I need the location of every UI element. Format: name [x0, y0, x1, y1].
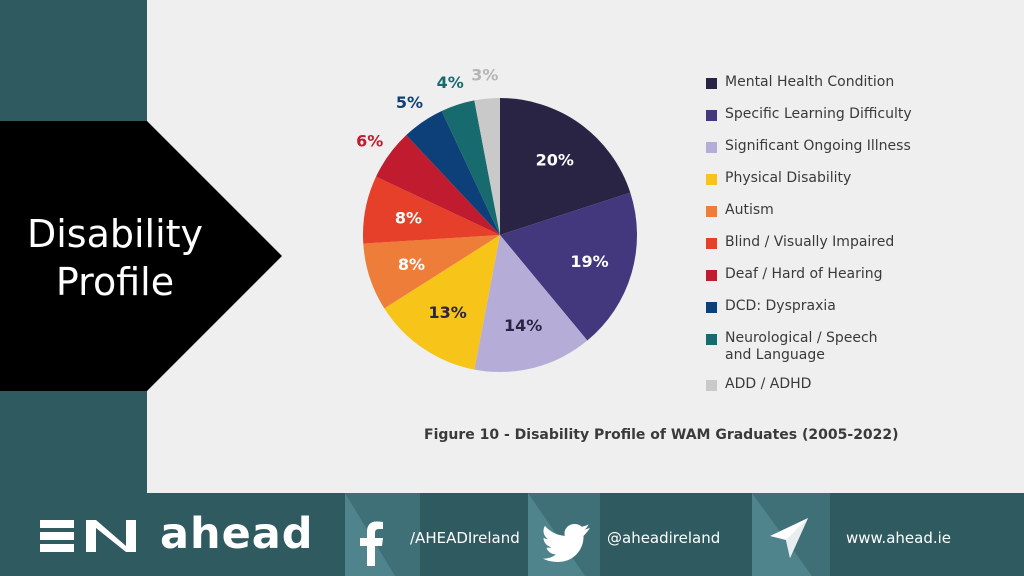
ahead-logo-mark-icon	[40, 520, 136, 552]
pie-slice-label: 8%	[395, 209, 422, 228]
legend-swatch	[706, 270, 717, 281]
pie-slice	[376, 135, 500, 235]
pie-slice	[474, 98, 500, 235]
legend-item: Specific Learning Difficulty	[706, 106, 912, 123]
legend-label: Autism	[725, 202, 774, 218]
brand-name: ahead	[160, 509, 314, 559]
legend-label: ADD / ADHD	[725, 376, 812, 392]
slide-title-line2: Profile	[55, 260, 175, 304]
legend-swatch	[706, 78, 717, 89]
pie-slice	[384, 235, 500, 370]
legend-swatch	[706, 206, 717, 217]
pie-slice-label: 13%	[428, 303, 466, 322]
pie-slice-label: 14%	[504, 316, 542, 335]
legend-label: Neurological / Speech and Language	[725, 330, 878, 363]
facebook-link[interactable]: /AHEADIreland	[410, 529, 520, 547]
figure-caption: Figure 10 - Disability Profile of WAM Gr…	[424, 427, 899, 443]
website-link[interactable]: www.ahead.ie	[846, 529, 951, 547]
legend-swatch	[706, 334, 717, 345]
slide-title-line1: Disability	[26, 212, 204, 256]
legend-label: Deaf / Hard of Hearing	[725, 266, 883, 282]
pie-slice-label: 6%	[356, 131, 383, 150]
legend-swatch	[706, 142, 717, 153]
pie-slice	[500, 192, 637, 341]
legend-label: Physical Disability	[725, 170, 852, 186]
pie-slice-label: 20%	[536, 151, 574, 170]
twitter-link[interactable]: @aheadireland	[607, 529, 721, 547]
legend-swatch	[706, 110, 717, 121]
legend-label: Blind / Visually Impaired	[725, 234, 895, 250]
legend-label: Mental Health Condition	[725, 74, 895, 90]
legend-swatch	[706, 238, 717, 249]
pie-slice	[406, 111, 500, 235]
twitter-icon[interactable]	[543, 523, 591, 563]
legend-item: DCD: Dyspraxia	[706, 298, 836, 315]
facebook-icon[interactable]	[358, 520, 384, 566]
pie-slice	[363, 235, 500, 309]
legend-item: Autism	[706, 202, 774, 219]
pie-slice-label: 3%	[471, 66, 498, 85]
legend-item: Deaf / Hard of Hearing	[706, 266, 883, 283]
legend-swatch	[706, 174, 717, 185]
pie-slice	[441, 100, 500, 236]
pie-slice-label: 19%	[570, 252, 608, 271]
send-arrow-icon[interactable]	[768, 516, 810, 560]
pie-slice-label: 8%	[398, 255, 425, 274]
title-arrow-shape	[0, 121, 282, 391]
pie-slice-label: 5%	[396, 93, 423, 112]
pie-chart: 20% 19% 14% 13% 8% 8% 6% 5% 4% 3%	[356, 66, 637, 372]
legend-item: Neurological / Speech and Language	[706, 330, 878, 364]
legend-label: DCD: Dyspraxia	[725, 298, 836, 314]
legend-item: Significant Ongoing Illness	[706, 138, 911, 155]
legend-swatch	[706, 302, 717, 313]
slide-title: Disability Profile	[0, 210, 230, 306]
pie-slice	[474, 235, 588, 372]
legend-label: Specific Learning Difficulty	[725, 106, 912, 122]
legend-label: Significant Ongoing Illness	[725, 138, 911, 154]
legend-item: Physical Disability	[706, 170, 851, 187]
pie-slice	[363, 176, 500, 244]
legend-swatch	[706, 380, 717, 391]
legend-item: Blind / Visually Impaired	[706, 234, 894, 251]
pie-slice	[500, 98, 631, 235]
legend-item: Mental Health Condition	[706, 74, 894, 91]
pie-slice-label: 4%	[437, 73, 464, 92]
legend-item: ADD / ADHD	[706, 376, 811, 393]
